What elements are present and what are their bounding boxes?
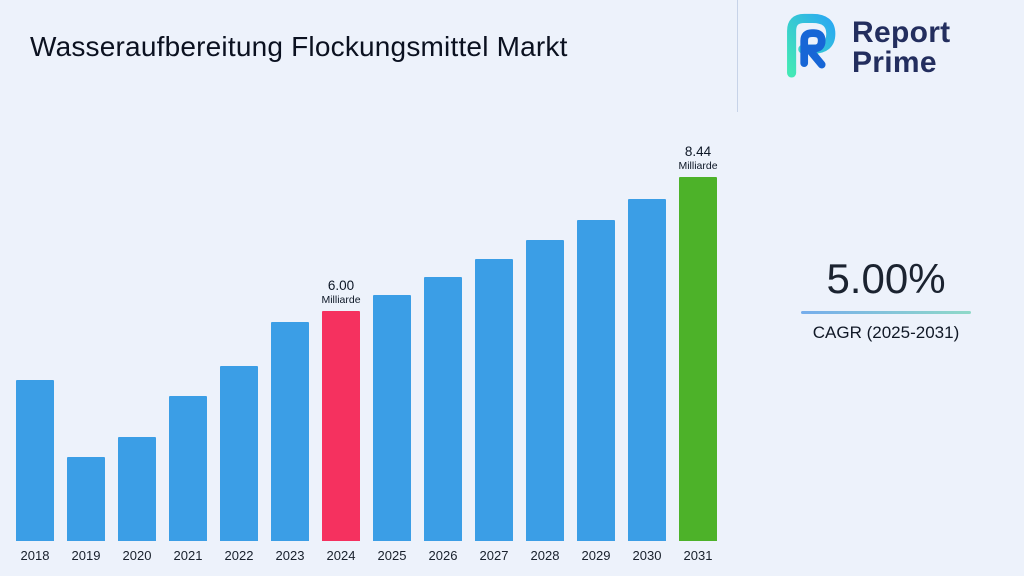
chart-column-2026: 2026 [424,277,462,563]
x-axis-label-2026: 2026 [428,548,458,563]
brand-line1: Report [852,16,951,50]
chart-column-2028: 2028 [526,240,564,563]
cagr-value: 5.00% [826,255,946,302]
bar-2022 [220,366,258,541]
chart-column-2031: 8.44 Milliarde 2031 [678,144,717,563]
chart-column-2027: 2027 [475,259,513,563]
x-axis-label-2021: 2021 [173,548,203,563]
page-title: Wasseraufbereitung Flockungsmittel Markt [30,30,568,62]
chart-column-2022: 2022 [220,366,258,563]
bar-2025 [373,295,411,541]
cagr-panel: 5.00% CAGR (2025-2031) [796,255,976,343]
cagr-label: CAGR (2025-2031) [812,323,960,342]
bar-2020 [118,437,156,541]
chart-column-2024: 6.00 Milliarde 2024 [321,278,360,563]
cagr-underline [801,311,971,314]
brand-logo: Report Prime [772,10,950,85]
chart-column-2019: 2019 [67,457,105,563]
chart-column-2023: 2023 [271,322,309,563]
bar-2030 [628,199,666,541]
brand-wordmark: Report Prime [852,16,951,79]
x-axis-label-2031: 2031 [683,548,713,563]
x-axis-label-2023: 2023 [275,548,305,563]
bar-2029 [577,220,615,541]
bar-callout-2031: 8.44 Milliarde [678,144,717,172]
chart-column-2018: 2018 [16,380,54,563]
chart-column-2020: 2020 [118,437,156,563]
x-axis-label-2028: 2028 [530,548,560,563]
report-prime-logo-icon [772,10,842,85]
bar-2026 [424,277,462,541]
x-axis-label-2018: 2018 [20,548,50,563]
x-axis-label-2022: 2022 [224,548,254,563]
chart-column-2029: 2029 [577,220,615,563]
x-axis-label-2027: 2027 [479,548,509,563]
x-axis-label-2024: 2024 [326,548,356,563]
bar-value-label: 8.44 [684,144,712,159]
bar-2031 [679,177,717,541]
x-axis-label-2019: 2019 [71,548,101,563]
chart-column-2025: 2025 [373,295,411,563]
bar-2027 [475,259,513,541]
x-axis-label-2030: 2030 [632,548,662,563]
bar-2021 [169,396,207,541]
bar-chart: 2018 2019 2020 2021 2022 2023 6.00 Milliarde 202… [16,144,718,563]
x-axis-label-2029: 2029 [581,548,611,563]
bar-value-label: 6.00 [327,278,355,293]
bar-2023 [271,322,309,541]
bar-unit-label: Milliarde [321,294,361,306]
chart-column-2021: 2021 [169,396,207,563]
brand-line2: Prime [852,45,937,79]
bar-2028 [526,240,564,541]
x-axis-label-2025: 2025 [377,548,407,563]
bar-2024 [322,311,360,541]
bar-callout-2024: 6.00 Milliarde [321,278,360,306]
bar-2019 [67,457,105,541]
bar-2018 [16,380,54,541]
chart-column-2030: 2030 [628,199,666,563]
x-axis-label-2020: 2020 [122,548,152,563]
divider [737,0,738,112]
bar-unit-label: Milliarde [678,160,718,172]
